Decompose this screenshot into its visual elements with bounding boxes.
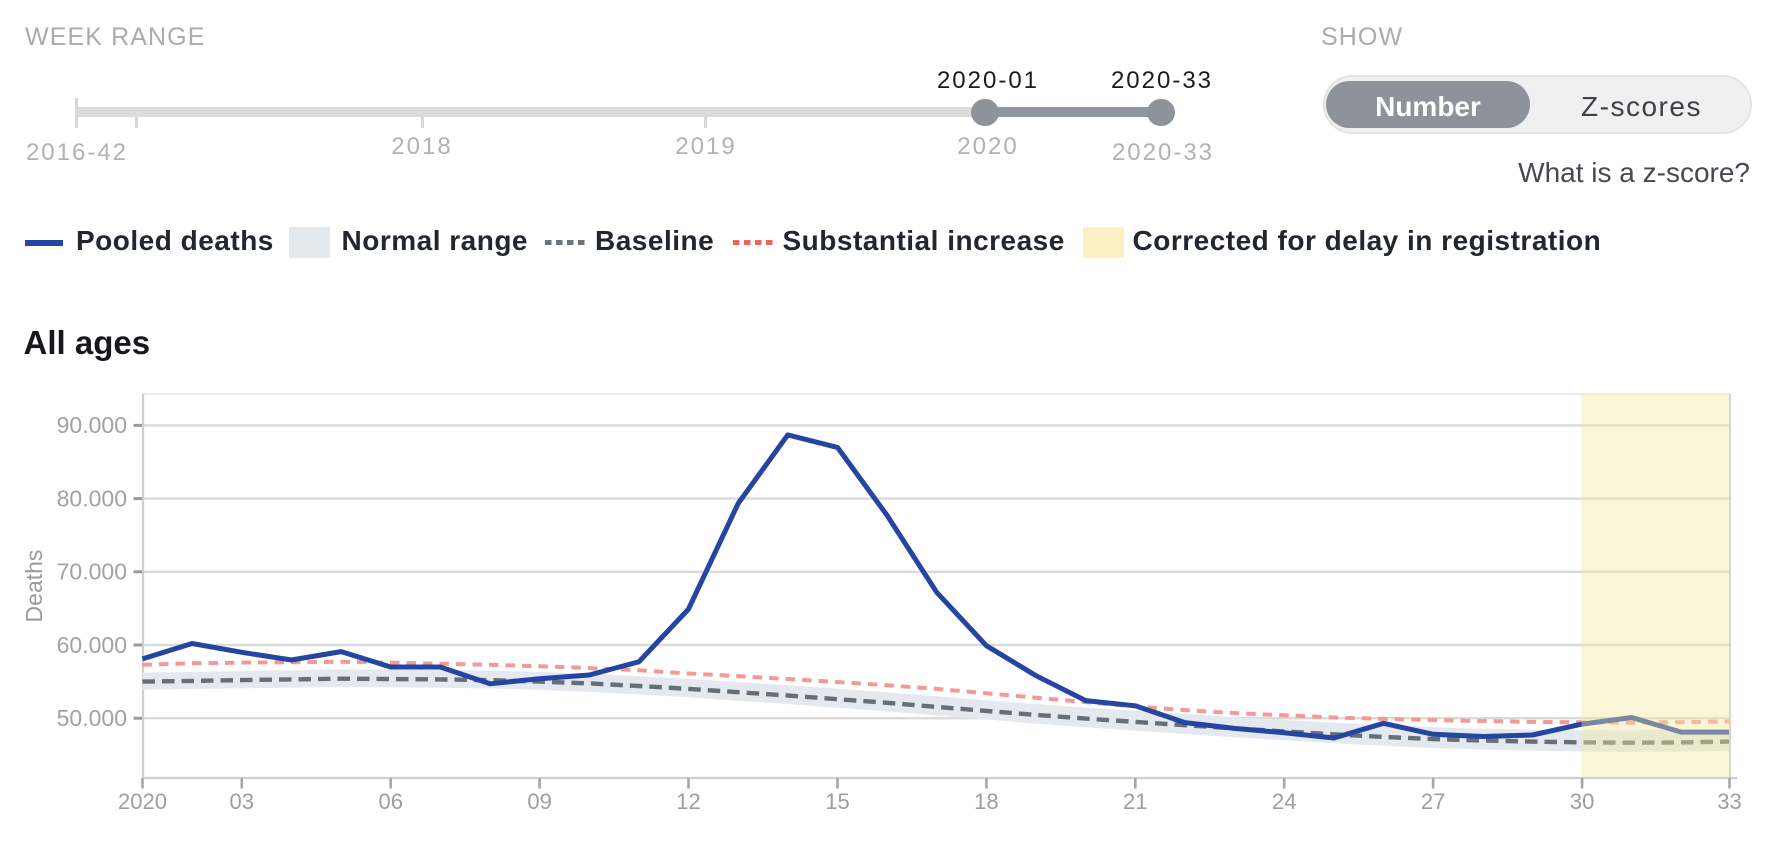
svg-text:2020: 2020 xyxy=(118,789,167,814)
svg-text:24: 24 xyxy=(1272,789,1296,814)
svg-text:18: 18 xyxy=(974,789,998,814)
svg-text:06: 06 xyxy=(378,789,402,814)
svg-text:15: 15 xyxy=(825,789,849,814)
svg-text:21: 21 xyxy=(1123,789,1147,814)
svg-text:27: 27 xyxy=(1421,789,1445,814)
svg-text:12: 12 xyxy=(676,789,700,814)
svg-text:33: 33 xyxy=(1717,789,1741,814)
svg-text:60.000: 60.000 xyxy=(57,632,127,658)
svg-text:09: 09 xyxy=(527,789,551,814)
svg-text:90.000: 90.000 xyxy=(57,412,127,438)
svg-text:50.000: 50.000 xyxy=(57,705,127,731)
svg-text:70.000: 70.000 xyxy=(57,559,127,585)
svg-text:03: 03 xyxy=(230,789,254,814)
svg-text:Deaths: Deaths xyxy=(21,550,47,623)
svg-text:80.000: 80.000 xyxy=(57,485,127,511)
svg-text:30: 30 xyxy=(1570,789,1594,814)
